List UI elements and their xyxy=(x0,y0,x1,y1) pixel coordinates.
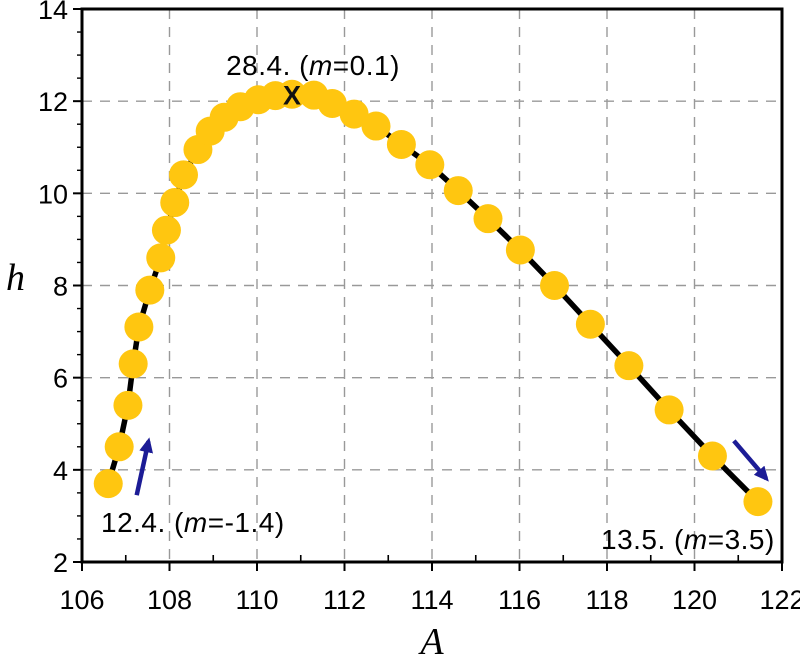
annotation-peak-date: 28.4. ( xyxy=(226,50,309,81)
data-point xyxy=(473,204,503,234)
data-point xyxy=(135,275,165,305)
data-point xyxy=(169,160,198,190)
arrow-rising-trend xyxy=(134,437,153,496)
x-tick-label: 116 xyxy=(498,585,541,615)
data-point xyxy=(386,129,416,159)
data-point xyxy=(443,176,473,206)
y-tick-label: 12 xyxy=(38,87,68,117)
y-tick-label: 6 xyxy=(53,364,68,394)
annotation-peak-m: m xyxy=(308,50,333,81)
x-tick-label: 106 xyxy=(59,585,104,615)
data-point xyxy=(743,487,773,517)
data-point xyxy=(277,79,307,109)
annotation-end-date: 13.5. ( xyxy=(601,524,684,555)
annotation-start-m: m xyxy=(183,507,208,538)
data-point xyxy=(361,111,391,141)
y-tick-label: 2 xyxy=(53,548,68,578)
y-tick-label: 14 xyxy=(38,0,68,25)
x-tick-label: 110 xyxy=(235,585,278,615)
y-tick-label: 4 xyxy=(53,456,68,486)
annotation-start-value: =-1.4) xyxy=(207,507,285,538)
annotation-start: 12.4. (m=-1.4) xyxy=(101,507,285,539)
annotation-start-date: 12.4. ( xyxy=(101,507,184,538)
annotation-peak: 28.4. (m=0.1) xyxy=(210,50,416,82)
y-axis-title: h xyxy=(6,257,25,299)
data-point xyxy=(113,390,143,420)
data-point xyxy=(415,150,445,180)
data-point xyxy=(160,188,190,218)
data-point xyxy=(93,469,123,499)
data-point xyxy=(124,312,154,342)
annotation-end-m: m xyxy=(683,524,708,555)
data-point xyxy=(697,441,727,471)
data-point xyxy=(614,351,644,381)
data-point xyxy=(104,432,134,462)
x-tick-label: 122 xyxy=(759,585,800,615)
x-tick-label: 118 xyxy=(585,585,628,615)
annotation-end: 13.5. (m=3.5) xyxy=(601,524,775,556)
data-point xyxy=(118,349,148,379)
x-axis-title: A xyxy=(420,621,444,660)
data-point xyxy=(575,309,605,339)
x-tick-label: 114 xyxy=(410,585,453,615)
arrow-falling-trend xyxy=(732,439,769,482)
y-tick-label: 8 xyxy=(53,272,68,302)
x-tick-label: 112 xyxy=(323,585,366,615)
y-tick-label: 10 xyxy=(38,179,68,209)
x-tick-label: 120 xyxy=(672,585,717,615)
annotation-peak-value: =0.1) xyxy=(332,50,400,81)
data-point xyxy=(505,235,535,265)
data-point xyxy=(654,395,684,425)
peak-x-marker: X xyxy=(283,80,301,110)
data-point xyxy=(146,243,176,273)
data-point xyxy=(339,99,369,129)
data-point xyxy=(540,271,569,300)
data-point xyxy=(317,88,347,118)
annotation-end-value: =3.5) xyxy=(707,524,775,555)
x-tick-label: 108 xyxy=(147,585,192,615)
data-point xyxy=(151,215,181,245)
